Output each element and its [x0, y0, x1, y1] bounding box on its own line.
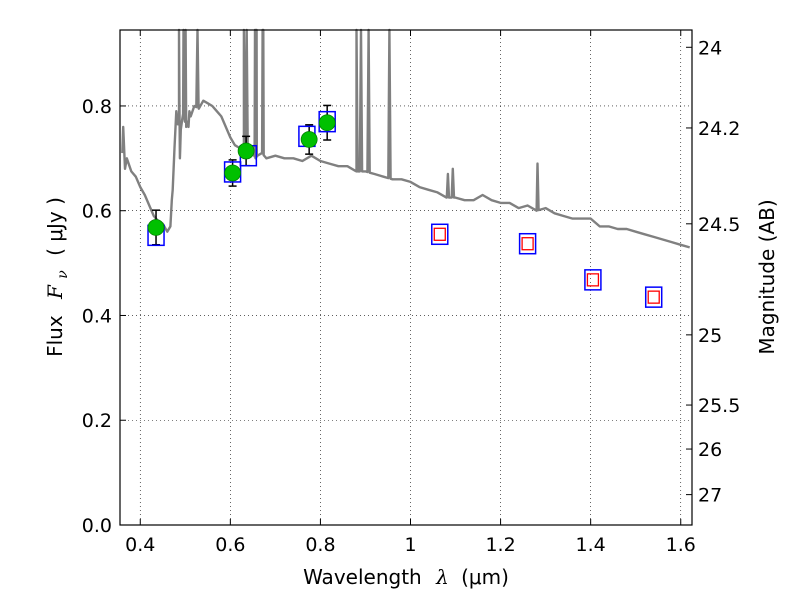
- y-tick-label: 0.6: [82, 201, 112, 223]
- right-tick-label: 24.2: [698, 118, 740, 140]
- x-tick-label: 1.2: [485, 534, 515, 556]
- observed-point: [237, 142, 255, 160]
- model-inner-marker: [433, 227, 446, 241]
- y-axis-unit: ( μJy ): [43, 197, 67, 256]
- y-axis-title: Flux F ν ( μJy ): [43, 197, 72, 357]
- model-inner-marker: [586, 273, 600, 287]
- right-tick-label: 25.5: [698, 395, 740, 417]
- y-tick-label: 0.2: [82, 410, 112, 432]
- model-box-marker: [518, 232, 537, 255]
- x-axis-unit: (μm): [461, 565, 509, 589]
- y-axis-symbol: F: [43, 284, 67, 300]
- x-tick-label: 1: [404, 534, 416, 556]
- x-tick-label: 0.4: [125, 534, 155, 556]
- markers: [147, 110, 663, 308]
- spectrum-line: [121, 28, 691, 249]
- plot-frame: [119, 29, 693, 526]
- right-tick-label: 25: [698, 325, 722, 347]
- right-tick-label: 24.5: [698, 214, 740, 236]
- y-axis-subscript: ν: [55, 270, 71, 279]
- model-box-marker: [431, 223, 449, 246]
- x-axis-label: Wavelength: [303, 565, 422, 589]
- y-tick-label: 0.0: [82, 515, 112, 537]
- y-axis-label: Flux: [43, 315, 67, 357]
- model-inner-marker: [521, 237, 534, 251]
- x-tick-label: 0.6: [215, 534, 245, 556]
- observed-point: [147, 219, 165, 236]
- y-tick-label: 0.8: [82, 96, 112, 118]
- right-tick-label: 24: [698, 37, 722, 59]
- x-tick-label: 1.6: [666, 534, 696, 556]
- right-tick-label: 26: [698, 439, 722, 461]
- x-tick-label: 1.4: [576, 534, 606, 556]
- tick-labels: 0.4 0.6 0.8 1 1.2 1.4 1.6 0.0 0.2 0.4 0.6 0.8 24 24.2…: [82, 37, 741, 556]
- x-axis-symbol: λ: [435, 565, 449, 589]
- model-box-marker: [644, 286, 663, 308]
- model-box-marker: [584, 269, 602, 291]
- spectrum-layer: [121, 28, 691, 249]
- right-axis-title: Magnitude (AB): [755, 199, 779, 354]
- right-tick-label: 27: [698, 485, 722, 507]
- observed-point: [318, 114, 336, 132]
- y-tick-label: 0.4: [82, 305, 112, 327]
- x-axis-title: Wavelength λ (μm): [303, 565, 509, 589]
- ticks: [120, 30, 692, 526]
- observed-point: [300, 131, 318, 148]
- x-tick-label: 0.8: [305, 534, 335, 556]
- model-inner-marker: [647, 290, 660, 304]
- observed-point: [224, 164, 241, 182]
